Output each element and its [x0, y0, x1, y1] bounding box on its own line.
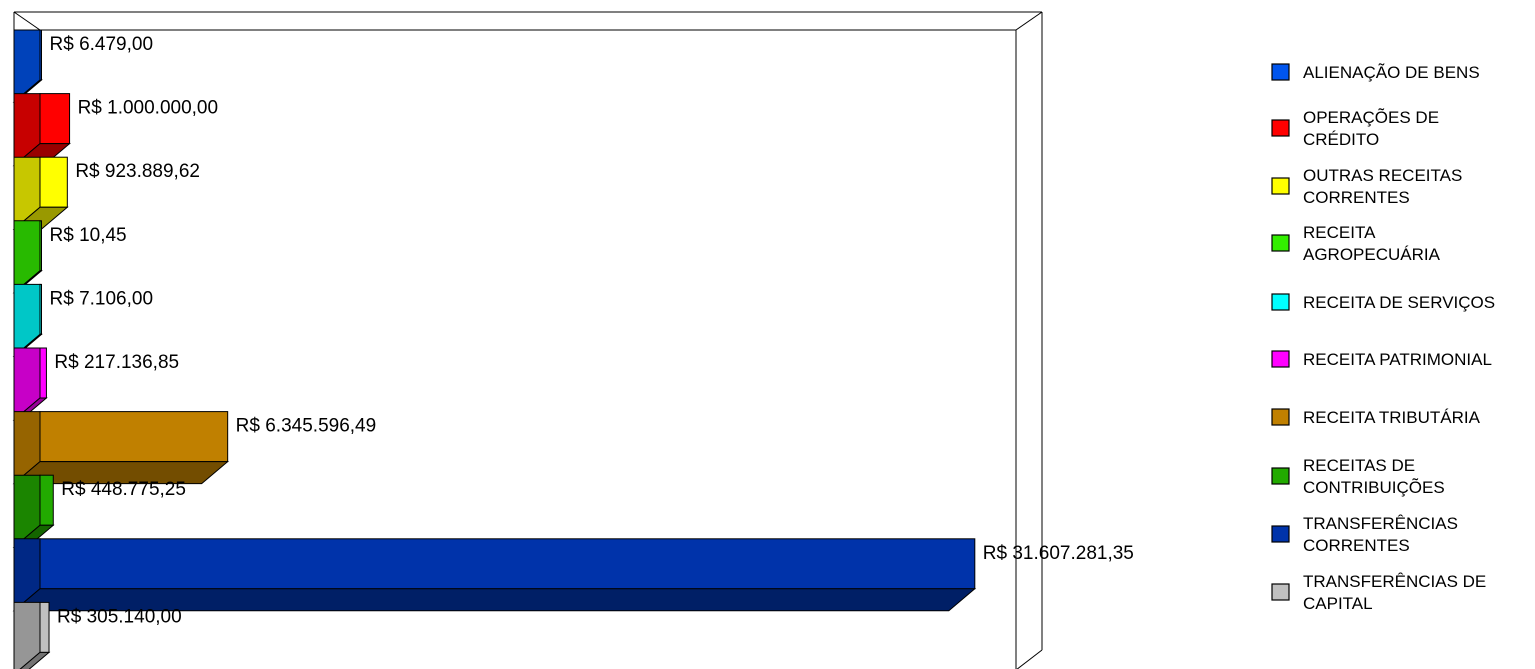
chart-legend: ALIENAÇÃO DE BENS OPERAÇÕES DE CRÉDITO OUTR… [1271, 63, 1495, 613]
frame-top-left-edge [13, 11, 41, 31]
bar-3 [12, 156, 69, 231]
data-label-3: R$ 923.889,62 [75, 161, 200, 182]
data-label-7: R$ 6.345.596,49 [236, 416, 377, 437]
data-label-1: R$ 6.479,00 [50, 34, 154, 55]
bar-8 [12, 474, 55, 549]
bar-face-front [39, 93, 71, 145]
bar-10 [13, 601, 51, 669]
legend-swatch [1271, 234, 1290, 252]
bar-9 [12, 538, 977, 612]
data-label-9: R$ 31.607.281,35 [983, 543, 1134, 564]
legend-label: RECEITAS DE CONTRIBUIÇÕES [1303, 456, 1445, 497]
bar-face-front [39, 220, 42, 272]
data-label-8: R$ 448.775,25 [61, 479, 186, 500]
frame-top-right-edge [1015, 11, 1043, 31]
data-label-6: R$ 217.136,85 [54, 352, 179, 373]
legend-label: RECEITA PATRIMONIAL [1303, 350, 1492, 369]
legend-label: TRANSFERÊNCIAS DE CAPITAL [1303, 572, 1486, 613]
legend-item-1: ALIENAÇÃO DE BENS [1271, 63, 1480, 82]
bar-face-front [39, 29, 42, 81]
legend-swatch [1271, 467, 1290, 485]
legend-item-3: OUTRAS RECEITAS CORRENTES [1271, 166, 1462, 207]
bar-face-front [39, 156, 68, 208]
legend-label: RECEITA TRIBUTÁRIA [1303, 408, 1481, 427]
chart-bars [12, 29, 977, 669]
legend-item-8: RECEITAS DE CONTRIBUIÇÕES [1271, 456, 1445, 497]
legend-item-5: RECEITA DE SERVIÇOS [1271, 293, 1495, 312]
legend-item-9: TRANSFERÊNCIAS CORRENTES [1271, 514, 1458, 555]
bar-face-front [39, 283, 42, 335]
legend-swatch [1271, 525, 1290, 543]
legend-swatch [1271, 63, 1290, 81]
bar-face-front [39, 347, 47, 399]
legend-label: RECEITA AGROPECUÁRIA [1303, 223, 1441, 264]
legend-item-7: RECEITA TRIBUTÁRIA [1271, 408, 1481, 427]
bar-face-front [39, 538, 976, 590]
chart-data-labels: R$ 6.479,00 R$ 1.000.000,00 R$ 923.889,62 R… [50, 34, 1134, 627]
bar-2 [12, 93, 71, 167]
bar-7 [12, 411, 230, 485]
bar-6 [12, 347, 48, 422]
legend-swatch [1271, 583, 1290, 601]
legend-item-10: TRANSFERÊNCIAS DE CAPITAL [1271, 572, 1486, 613]
legend-item-4: RECEITA AGROPECUÁRIA [1271, 223, 1441, 264]
bar-face-front [39, 601, 50, 653]
legend-label: OUTRAS RECEITAS CORRENTES [1303, 166, 1462, 207]
legend-swatch [1271, 350, 1290, 368]
legend-swatch [1271, 119, 1290, 137]
legend-label: RECEITA DE SERVIÇOS [1303, 293, 1495, 312]
legend-item-6: RECEITA PATRIMONIAL [1271, 350, 1492, 369]
bar-face-bottom [19, 651, 51, 669]
data-label-2: R$ 1.000.000,00 [78, 98, 219, 119]
bar-4 [12, 220, 43, 294]
legend-swatch [1271, 293, 1290, 311]
legend-label: OPERAÇÕES DE CRÉDITO [1303, 108, 1439, 149]
bar-5 [12, 283, 43, 358]
legend-swatch [1271, 177, 1290, 195]
bar-face-front [39, 474, 54, 526]
data-label-5: R$ 7.106,00 [50, 288, 154, 309]
legend-swatch [1271, 408, 1290, 426]
frame-bottom-right-edge [1016, 649, 1043, 669]
data-label-4: R$ 10,45 [50, 225, 127, 246]
legend-item-2: OPERAÇÕES DE CRÉDITO [1271, 108, 1439, 149]
data-label-10: R$ 305.140,00 [57, 606, 182, 627]
legend-label: ALIENAÇÃO DE BENS [1303, 63, 1480, 82]
bar-face-front [39, 411, 229, 463]
legend-label: TRANSFERÊNCIAS CORRENTES [1303, 514, 1458, 555]
bar-1 [12, 29, 43, 104]
